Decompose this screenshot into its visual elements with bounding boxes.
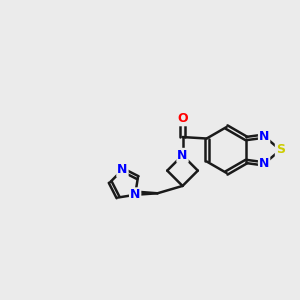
Text: N: N	[259, 130, 269, 143]
Text: N: N	[117, 164, 128, 176]
Text: N: N	[259, 157, 269, 170]
Text: N: N	[177, 149, 188, 162]
Text: O: O	[177, 112, 188, 125]
Text: S: S	[276, 143, 285, 157]
Text: N: N	[130, 188, 140, 201]
